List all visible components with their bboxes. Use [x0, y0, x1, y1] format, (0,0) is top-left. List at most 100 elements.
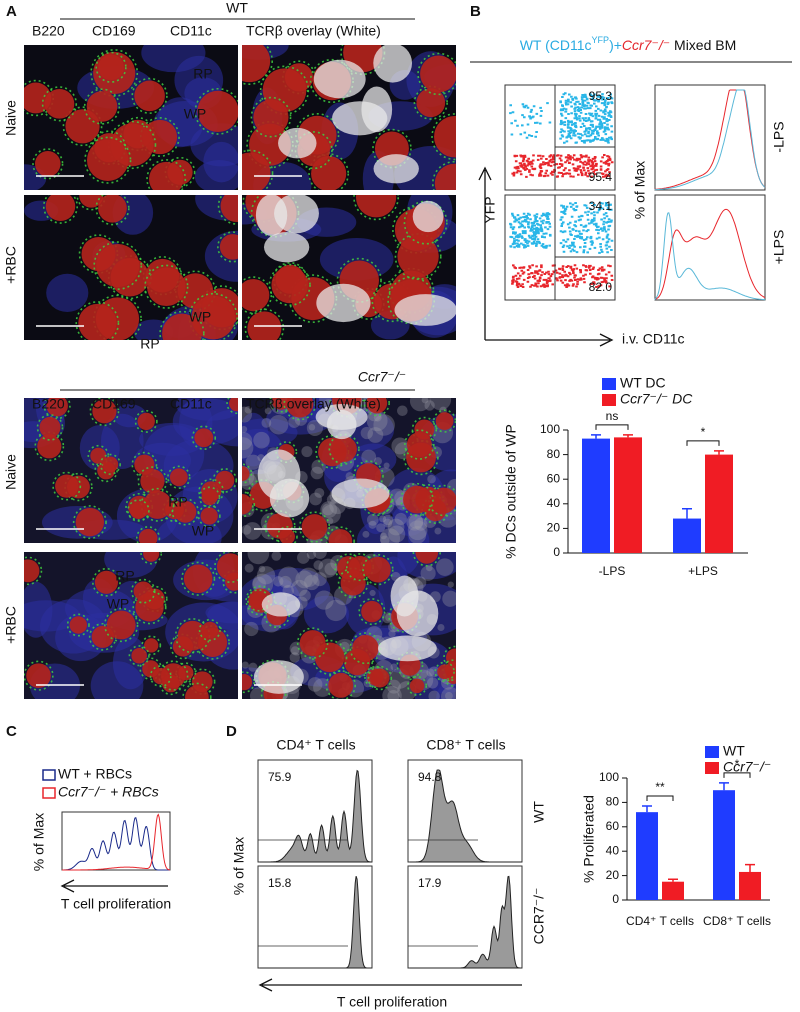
gate-value: 95.4 — [589, 170, 613, 184]
tissue-gray — [447, 581, 454, 588]
marginal-ring — [198, 478, 225, 505]
follicle — [45, 195, 76, 222]
follicle — [162, 313, 202, 340]
axis-label: % of Max — [632, 161, 648, 219]
panel-label: C — [6, 723, 17, 740]
axis-arrow — [478, 166, 492, 340]
error-bar — [591, 434, 601, 439]
y-tick-label: 0 — [553, 545, 560, 559]
tissue-gray — [380, 535, 390, 543]
significance-label: * — [701, 425, 706, 439]
marginal-ring — [217, 231, 238, 263]
bar — [705, 454, 733, 553]
marginal-ring — [128, 645, 150, 667]
follicle — [361, 600, 383, 623]
tissue-gray — [242, 406, 252, 423]
tissue-gray — [244, 563, 254, 573]
tissue-gray — [427, 677, 439, 689]
follicle — [144, 638, 159, 653]
follicle — [242, 674, 253, 691]
marginal-ring — [242, 463, 253, 484]
tissue-gray — [244, 621, 259, 637]
tissue-gray — [307, 677, 323, 692]
marginal-ring — [36, 414, 64, 441]
column-label: CD4⁺ T cells — [276, 737, 355, 753]
axis-arrow — [485, 333, 614, 347]
follicle — [147, 267, 186, 307]
tissue-gray — [427, 474, 436, 484]
tissue-gray — [288, 416, 301, 428]
axis-label: T cell proliferation — [61, 896, 171, 912]
row-label: +RBC — [3, 606, 19, 644]
region-label: RP — [193, 66, 212, 82]
histogram-curve — [654, 208, 766, 300]
tissue-gray — [247, 552, 270, 565]
legend-label: WT + RBCs — [58, 766, 132, 782]
micrograph — [24, 552, 238, 699]
marginal-ring — [364, 485, 394, 515]
marginal-ring — [325, 526, 355, 543]
tissue-gray — [373, 414, 395, 436]
follicle — [397, 235, 439, 278]
row-label: Naive — [3, 454, 19, 490]
panel-label: D — [226, 723, 237, 740]
tissue-gray — [250, 687, 268, 699]
tissue-gray — [314, 487, 325, 498]
tissue-gray — [382, 514, 394, 526]
marginal-ring — [404, 429, 435, 460]
panel-label: B — [470, 3, 481, 20]
tcell-zone — [269, 478, 310, 518]
title-part: Mixed BM — [670, 37, 736, 53]
tcell-zone — [412, 200, 444, 233]
y-tick-label: 80 — [547, 447, 561, 461]
y-axis-label: % Proliferated — [581, 795, 597, 883]
marginal-ring — [337, 567, 369, 599]
marginal-ring — [276, 526, 298, 543]
tcell-zone — [373, 154, 419, 184]
tissue-gray — [242, 661, 249, 669]
marginal-ring — [412, 552, 441, 567]
tissue-gray — [299, 589, 311, 602]
marginal-ring — [84, 136, 132, 184]
tissue-gray — [268, 415, 289, 435]
follicle — [286, 398, 314, 418]
gate-value: 82.0 — [589, 280, 613, 294]
tissue-blue — [190, 123, 238, 167]
tissue-gray — [321, 504, 341, 524]
tissue-gray — [312, 572, 327, 587]
follicle — [152, 668, 169, 685]
bar — [614, 437, 642, 553]
tissue-gray — [379, 528, 401, 543]
tissue-gray — [313, 560, 324, 570]
error-bar — [623, 434, 633, 438]
axis-label: % of Max — [231, 837, 247, 895]
marginal-ring — [89, 398, 120, 427]
tissue-gray — [320, 501, 338, 519]
tissue-gray — [313, 552, 327, 559]
title-part: WT (CD11c — [520, 37, 592, 53]
follicle — [191, 295, 236, 340]
marginal-ring — [199, 285, 238, 331]
tissue-gray — [314, 590, 334, 610]
y-tick-label: 20 — [547, 521, 561, 535]
marginal-ring — [298, 511, 331, 543]
marginal-ring — [198, 486, 221, 508]
axis-arrow — [60, 879, 168, 893]
tissue-blue — [90, 661, 144, 699]
tissue-gray — [290, 646, 300, 655]
follicle — [328, 529, 353, 543]
marginal-ring — [92, 567, 121, 597]
follicle — [247, 311, 282, 340]
tcell-zone — [263, 231, 310, 263]
micrograph — [24, 398, 238, 543]
follicle — [201, 489, 218, 506]
tissue-gray — [252, 576, 266, 591]
tissue-gray — [379, 515, 387, 523]
stain-label: B220 — [32, 396, 65, 412]
tissue-blue — [141, 45, 206, 73]
follicle — [242, 493, 253, 515]
tissue-gray — [388, 525, 406, 543]
follicle — [279, 528, 295, 543]
tissue-gray — [319, 398, 332, 406]
tcell-zone — [326, 409, 357, 440]
